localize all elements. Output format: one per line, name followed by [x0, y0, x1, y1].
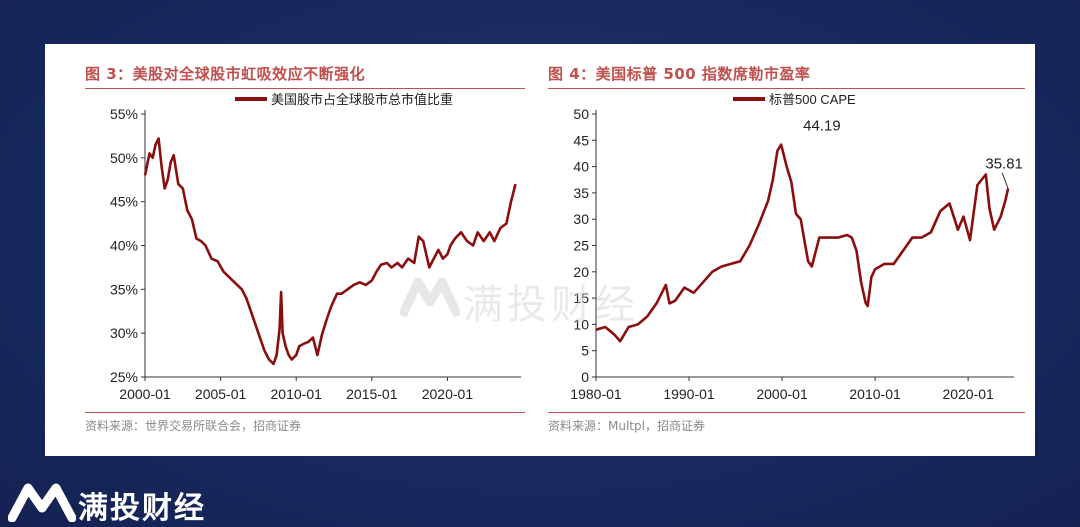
- y-tick-label: 35: [573, 185, 589, 201]
- y-tick-label: 25%: [110, 369, 138, 385]
- y-tick-label: 50%: [110, 150, 138, 166]
- x-tick-label: 2015-01: [346, 386, 398, 402]
- legend-label: 标普500 CAPE: [769, 92, 856, 107]
- x-tick-label: 2010-01: [271, 386, 323, 402]
- x-tick-label: 1990-01: [663, 386, 715, 402]
- right-chart-title: 图 4：美国标普 500 指数席勒市盈率: [548, 60, 1025, 89]
- left-chart-title: 图 3：美股对全球股市虹吸效应不断强化: [85, 60, 525, 89]
- y-tick-label: 50: [573, 106, 589, 122]
- annotation-label: 35.81: [985, 156, 1023, 173]
- y-tick-label: 35%: [110, 281, 138, 297]
- y-tick-label: 5: [581, 343, 589, 359]
- legend-label: 美国股市占全球股市总市值比重: [271, 92, 453, 107]
- x-tick-label: 2010-01: [849, 386, 901, 402]
- watermark-text: 满投财经: [463, 282, 639, 328]
- y-tick-label: 40: [573, 159, 589, 175]
- right-chart-source: 资料来源：Multpl，招商证券: [548, 412, 1025, 434]
- y-tick-label: 25: [573, 238, 589, 254]
- y-tick-label: 40%: [110, 238, 138, 254]
- x-tick-label: 1980-01: [570, 386, 622, 402]
- y-tick-label: 45: [573, 132, 589, 148]
- y-tick-label: 20: [573, 264, 589, 280]
- left-chart-source: 资料来源：世界交易所联合会，招商证券: [85, 412, 525, 434]
- y-tick-label: 30: [573, 211, 589, 227]
- y-tick-label: 55%: [110, 106, 138, 122]
- y-tick-label: 15: [573, 290, 589, 306]
- x-tick-label: 2000-01: [119, 386, 171, 402]
- y-tick-label: 45%: [110, 194, 138, 210]
- x-tick-label: 2020-01: [942, 386, 994, 402]
- x-tick-label: 2005-01: [195, 386, 247, 402]
- annotation-leader: [1001, 172, 1009, 189]
- watermark-logo-icon: [400, 277, 460, 318]
- annotation-label: 44.19: [803, 118, 841, 135]
- brand-name: 满投财经: [78, 491, 206, 526]
- x-tick-label: 2000-01: [756, 386, 808, 402]
- x-tick-label: 2020-01: [422, 386, 474, 402]
- y-tick-label: 10: [573, 316, 589, 332]
- series-line: [143, 137, 517, 366]
- series-line: [595, 143, 1010, 343]
- content-panel: 图 3：美股对全球股市虹吸效应不断强化 25% 30% 35% 40% 45% 50% 55…: [45, 44, 1035, 456]
- right-chart-svg: 0 5 10 15 20 25 30 35 40 45 50 1980-01 1990-01 2000-0…: [570, 92, 1023, 402]
- y-tick-label: 30%: [110, 325, 138, 341]
- brand-logo-icon: [8, 483, 76, 522]
- left-chart-svg: 25% 30% 35% 40% 45% 50% 55% 2000-01 2005-01 2010-…: [110, 92, 521, 402]
- y-tick-label: 0: [581, 369, 589, 385]
